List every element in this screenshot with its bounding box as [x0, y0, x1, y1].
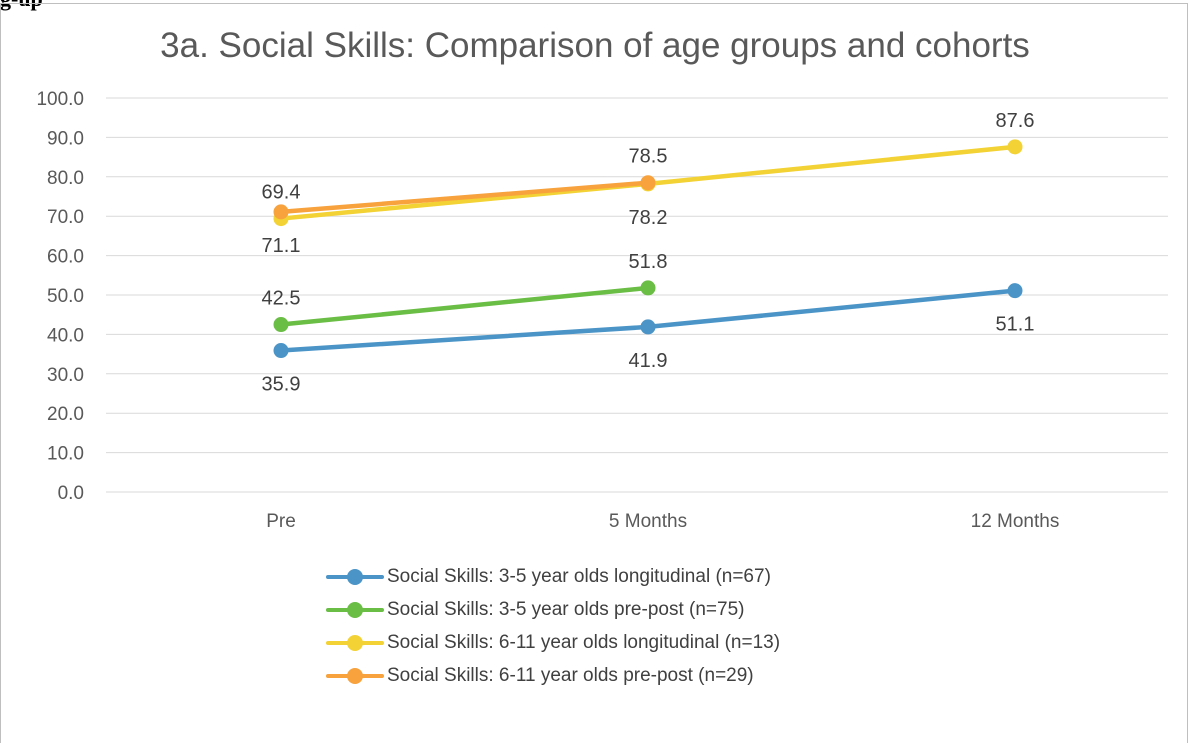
data-label: 87.6: [996, 110, 1035, 132]
legend-item: Social Skills: 6-11 year olds longitudin…: [326, 626, 780, 659]
data-label: 78.5: [629, 146, 668, 168]
y-tick-label: 20.0: [47, 404, 84, 425]
legend-label: Social Skills: 6-11 year olds longitudin…: [387, 631, 781, 653]
data-point: [640, 319, 656, 335]
series-line: [278, 285, 651, 327]
chart-title: 3a. Social Skills: Comparison of age gro…: [160, 26, 1030, 65]
data-label: 71.1: [262, 235, 301, 257]
data-label: 35.9: [262, 374, 301, 396]
x-tick-label: 5 Months: [609, 511, 687, 532]
legend-label: Social Skills: 6-11 year olds pre-post (…: [387, 664, 754, 686]
legend-item: Social Skills: 6-11 year olds pre-post (…: [326, 659, 780, 692]
data-point: [273, 343, 289, 359]
y-tick-label: 0.0: [58, 483, 84, 504]
x-tick-label: 12 Months: [971, 511, 1060, 532]
y-tick-label: 80.0: [47, 168, 84, 189]
series-lines: [273, 139, 1023, 359]
data-label: 78.2: [629, 207, 668, 229]
legend-swatch: [326, 567, 384, 587]
legend-label: Social Skills: 3-5 year olds longitudina…: [387, 565, 771, 587]
y-tick-label: 10.0: [47, 444, 84, 465]
data-point: [1007, 139, 1023, 155]
data-label: 51.8: [629, 251, 668, 273]
legend-swatch: [326, 600, 384, 620]
legend-swatch: [326, 633, 384, 653]
page-text-fragment: g-up: [0, 0, 43, 12]
legend-item: Social Skills: 3-5 year olds longitudina…: [326, 560, 780, 593]
y-tick-label: 40.0: [47, 325, 84, 346]
data-label: 69.4: [262, 182, 301, 204]
legend-item: Social Skills: 3-5 year olds pre-post (n…: [326, 593, 780, 626]
data-point: [640, 175, 656, 191]
data-point: [1007, 283, 1023, 299]
y-axis-ticks: 0.0 10.0 20.0 30.0 40.0 50.0 60.0 70.0 80.0 90.0 1…: [36, 89, 84, 504]
x-tick-label: Pre: [266, 511, 296, 532]
legend-label: Social Skills: 3-5 year olds pre-post (n…: [387, 598, 745, 620]
y-tick-label: 30.0: [47, 365, 84, 386]
y-tick-label: 60.0: [47, 247, 84, 268]
data-point: [640, 280, 656, 296]
data-point: [273, 317, 289, 333]
chart-legend: Social Skills: 3-5 year olds longitudina…: [326, 560, 780, 692]
series-line: [278, 180, 651, 215]
y-tick-label: 90.0: [47, 128, 84, 149]
y-tick-label: 70.0: [47, 207, 84, 228]
data-label: 41.9: [629, 350, 668, 372]
y-tick-label: 100.0: [36, 89, 84, 110]
x-axis-ticks: Pre 5 Months 12 Months: [266, 511, 1059, 532]
chart-frame: [0, 3, 1188, 743]
data-label: 42.5: [262, 288, 301, 310]
data-labels: 35.9 41.9 51.1 42.5 51.8 69.4 78.2 87.6 71.1 78.5: [262, 110, 1035, 396]
legend-swatch: [326, 666, 384, 686]
y-tick-label: 50.0: [47, 286, 84, 307]
data-point: [273, 204, 289, 220]
data-label: 51.1: [996, 314, 1035, 336]
